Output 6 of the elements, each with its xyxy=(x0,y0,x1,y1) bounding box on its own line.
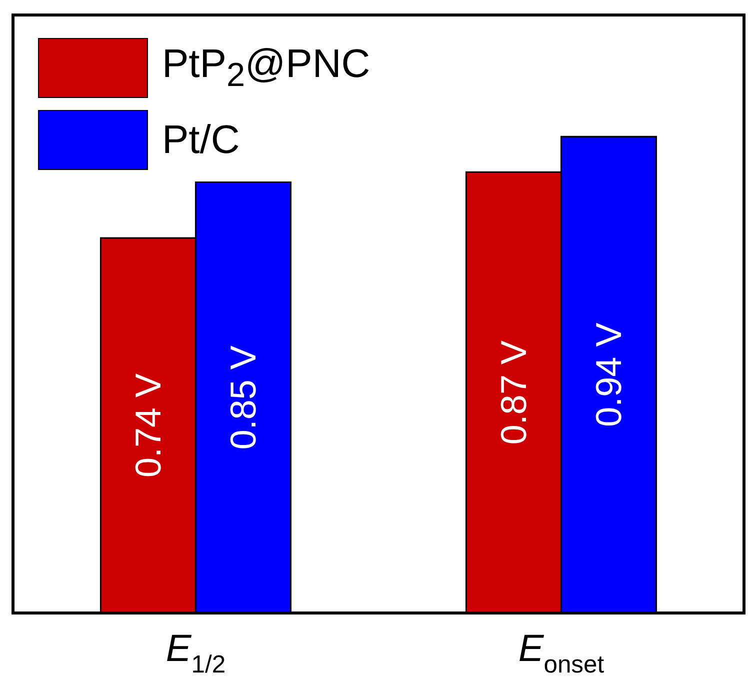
data-label: 0.94 V xyxy=(588,322,630,427)
data-label: 0.85 V xyxy=(222,346,264,450)
data-label: 0.74 V xyxy=(128,373,169,478)
data-label: 0.87 V xyxy=(493,340,534,445)
legend-label: PtP$_{2}$@PNC xyxy=(162,42,370,94)
legend-label: Pt/C xyxy=(162,118,240,162)
